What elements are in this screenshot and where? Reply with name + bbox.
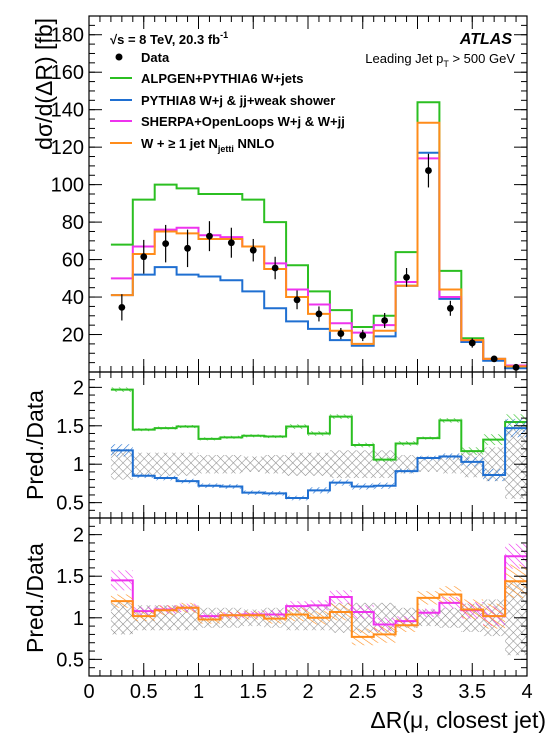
x-tick-label: 0.5 [130,681,158,703]
y-tick-label: 140 [51,100,84,122]
experiment-label: ATLAS [459,31,512,48]
ratio1-plot-area [110,387,527,501]
data-point [468,339,476,347]
data-uncertainty-band [220,454,243,474]
y-tick-label: 40 [62,287,84,309]
x-tick-label: 2.5 [349,681,377,703]
data-point [249,246,257,254]
x-tick-label: 0 [83,681,94,703]
ratio1-y-axis-title: Pred./Data [22,390,48,500]
legend-entry-data: Data [115,50,170,65]
x-tick-label: 1 [193,681,204,703]
svg-text:PYTHIA8 W+j & jj+weak shower: PYTHIA8 W+j & jj+weak shower [141,93,335,108]
ratio-line-1 [110,427,527,500]
energy-label: √s = 8 TeV, 20.3 fb-1 [110,30,228,47]
svg-text:ALPGEN+PYTHIA6 W+jets: ALPGEN+PYTHIA6 W+jets [141,71,304,86]
x-tick-label: 4 [521,681,532,703]
data-uncertainty-band [264,454,287,474]
ratio2-y-axis-title: Pred./Data [22,543,48,653]
y-tick-label: 180 [51,25,84,47]
data-uncertainty-band [242,456,265,472]
data-point [315,310,323,318]
y-tick-label: 160 [51,62,84,84]
data-point [403,273,410,281]
series-line-0 [110,101,527,368]
data-uncertainty-band [329,450,352,479]
ratio-line-0 [110,388,527,461]
y-tick-label: 1 [73,454,84,476]
data-point [425,167,432,174]
x-tick-label: 3.5 [458,681,486,703]
x-axis-title: ΔR(μ, closest jet) [370,707,546,733]
ratio-panel-1: 0.5 1 1.5 2 [56,371,528,519]
series-line-3 [110,121,527,368]
y-tick-label: 100 [51,175,84,197]
svg-text:Data: Data [141,50,170,65]
data-point [206,232,213,240]
series-line-1 [110,151,527,370]
data-uncertainty-band [132,452,155,476]
data-point [446,304,454,312]
svg-text:W + ≥ 1 jet Njetti NNLO: W + ≥ 1 jet Njetti NNLO [141,136,274,154]
main-panel: 20 40 60 80 100 120 140 160 180 [51,15,528,373]
legend: Data ALPGEN+PYTHIA6 W+jets PYTHIA8 W+j &… [110,50,345,154]
legend-entry-pythia8: PYTHIA8 W+j & jj+weak shower [110,93,335,108]
data-point [118,303,126,311]
data-point [227,239,235,247]
legend-entry-sherpa: SHERPA+OpenLoops W+j & W+jj [110,114,345,129]
ratio-panel-2: 0.5 1 1.5 2 [56,517,528,677]
y-tick-label: 0.5 [56,649,84,671]
selection-label: Leading Jet pT > 500 GeV [365,51,515,69]
y-tick-label: 60 [62,250,84,272]
y-tick-label: 1.5 [56,416,84,438]
data-uncertainty-band [176,452,199,476]
data-uncertainty-band [351,450,374,479]
x-tick-label: 2 [302,681,313,703]
data-point [184,244,191,252]
legend-entry-njetti: W + ≥ 1 jet Njetti NNLO [110,136,274,154]
data-point [337,330,345,337]
data-point [381,317,389,324]
data-uncertainty-band [110,601,133,635]
legend-entry-alpgen: ALPGEN+PYTHIA6 W+jets [110,71,304,86]
data-point [490,355,498,363]
y-tick-label: 120 [51,137,84,159]
data-uncertainty-band [439,607,462,628]
data-point [271,264,279,272]
ratio2-plot-area [110,543,527,656]
svg-text:SHERPA+OpenLoops W+j & W+jj: SHERPA+OpenLoops W+j & W+jj [141,114,345,129]
x-tick-label: 3 [412,681,423,703]
main-plot-area [110,101,527,371]
data-point [140,253,148,261]
data-point [162,240,170,248]
data-uncertainty-band [373,450,396,479]
x-tick-label: 1.5 [239,681,267,703]
data-uncertainty-band [286,452,308,476]
y-tick-label: 20 [62,325,84,347]
ratio-line-1 [110,580,527,638]
series-line-2 [110,157,527,367]
data-uncertainty-band [154,452,177,476]
y-tick-label: 1 [73,608,84,630]
y-tick-label: 2 [73,525,84,547]
data-point [359,332,367,339]
main-y-axis-title: dσ/d(ΔR) [fb] [31,18,57,150]
y-tick-label: 80 [62,212,84,234]
y-tick-label: 1.5 [56,566,84,588]
data-point [293,296,301,304]
y-tick-label: 2 [73,377,84,399]
data-uncertainty-band [198,454,221,474]
data-uncertainty-band [308,452,330,476]
y-tick-label: 0.5 [56,493,84,515]
